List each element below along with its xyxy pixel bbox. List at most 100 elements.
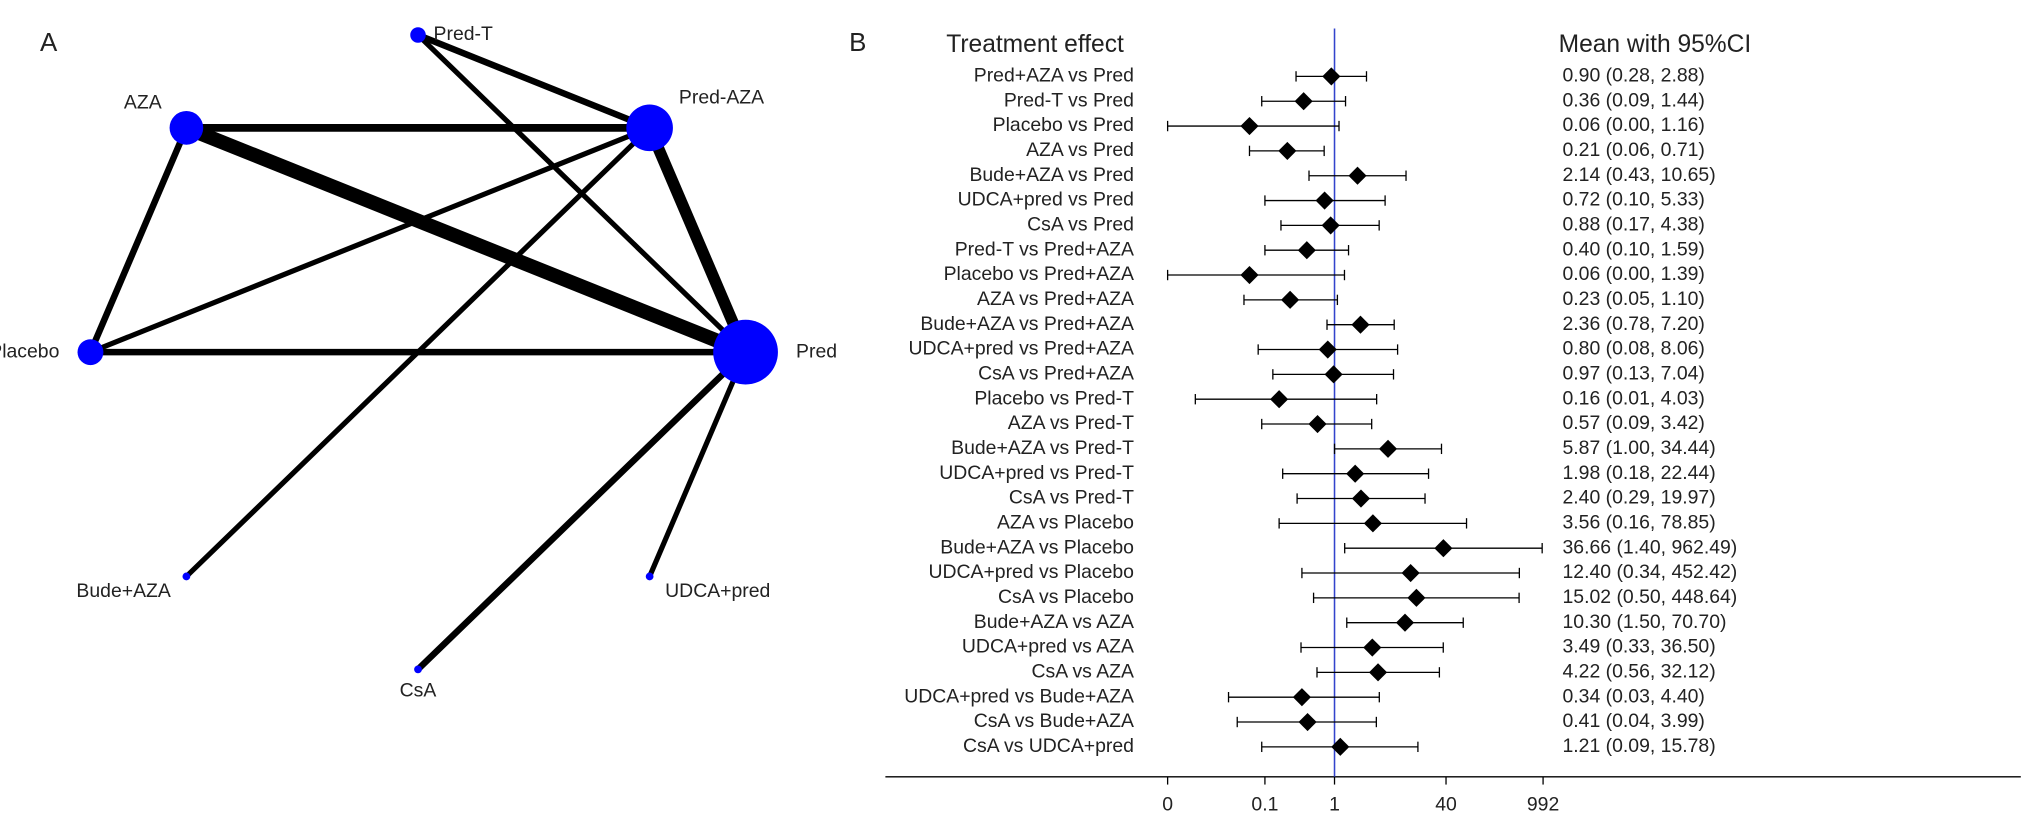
row-label: Placebo vs Pred+AZA xyxy=(944,263,1134,285)
x-tick-label: 1 xyxy=(1329,793,1340,815)
estimate-diamond xyxy=(1278,141,1297,160)
x-tick-label: 992 xyxy=(1527,793,1559,815)
value-label: 0.90 (0.28, 2.88) xyxy=(1562,65,1704,87)
row-label: UDCA+pred vs Pred xyxy=(958,189,1134,211)
node-label: Placebo xyxy=(0,340,59,362)
row-label: CsA vs Pred-T xyxy=(1009,487,1134,509)
estimate-diamond xyxy=(1331,737,1350,756)
row-label: Placebo vs Pred xyxy=(993,114,1134,136)
panel-label: B xyxy=(849,29,866,57)
estimate-diamond xyxy=(1368,663,1388,682)
node xyxy=(77,339,104,366)
row-label: CsA vs UDCA+pred xyxy=(963,735,1134,757)
estimate-diamond xyxy=(1395,613,1415,632)
value-label: 0.97 (0.13, 7.04) xyxy=(1562,362,1704,384)
value-label: 2.40 (0.29, 19.97) xyxy=(1562,487,1715,509)
value-label: 2.14 (0.43, 10.65) xyxy=(1562,164,1715,186)
value-label: 1.21 (0.09, 15.78) xyxy=(1562,735,1715,757)
value-label: 0.40 (0.10, 1.59) xyxy=(1562,238,1704,260)
value-label: 0.06 (0.00, 1.39) xyxy=(1562,263,1704,285)
node-label: UDCA+pred xyxy=(665,580,770,602)
node xyxy=(713,319,778,385)
row-label: Pred-T vs Pred xyxy=(1004,89,1134,111)
node xyxy=(410,27,426,43)
x-tick-label: 0.1 xyxy=(1251,793,1278,815)
column-header: Mean with 95%CI xyxy=(1559,31,1752,58)
column-header: Treatment effect xyxy=(946,31,1124,58)
row-label: CsA vs AZA xyxy=(1032,660,1135,682)
row-label: UDCA+pred vs Bude+AZA xyxy=(904,685,1134,707)
estimate-diamond xyxy=(1407,588,1426,607)
value-label: 0.16 (0.01, 4.03) xyxy=(1562,387,1704,409)
edge xyxy=(183,121,749,359)
value-label: 0.57 (0.09, 3.42) xyxy=(1562,412,1704,434)
value-label: 36.66 (1.40, 962.49) xyxy=(1562,536,1737,558)
value-label: 10.30 (1.50, 70.70) xyxy=(1562,611,1726,633)
node-label: Pred-AZA xyxy=(679,87,764,109)
edge xyxy=(644,125,751,355)
estimate-diamond xyxy=(1378,439,1398,458)
x-tick-label: 0 xyxy=(1162,793,1173,815)
estimate-diamond xyxy=(1240,116,1259,136)
value-label: 2.36 (0.78, 7.20) xyxy=(1562,313,1704,335)
value-label: 12.40 (0.34, 452.42) xyxy=(1562,561,1737,583)
row-label: Bude+AZA vs Pred+AZA xyxy=(920,313,1134,335)
row-label: CsA vs Bude+AZA xyxy=(974,710,1134,732)
row-label: UDCA+pred vs Placebo xyxy=(928,561,1133,583)
value-label: 0.23 (0.05, 1.10) xyxy=(1562,288,1704,310)
row-label: CsA vs Placebo xyxy=(998,586,1134,608)
value-label: 0.06 (0.00, 1.16) xyxy=(1562,114,1704,136)
row-label: CsA vs Pred xyxy=(1027,214,1134,236)
value-label: 3.49 (0.33, 36.50) xyxy=(1562,636,1715,658)
row-label: Bude+AZA vs Pred xyxy=(969,164,1134,186)
estimate-diamond xyxy=(1348,166,1367,185)
value-label: 4.22 (0.56, 32.12) xyxy=(1562,660,1715,682)
value-label: 15.02 (0.50, 448.64) xyxy=(1562,586,1737,608)
edge xyxy=(87,126,190,354)
estimate-diamond xyxy=(1240,265,1259,285)
row-label: CsA vs Pred+AZA xyxy=(978,362,1134,384)
estimate-diamond xyxy=(1315,191,1334,210)
row-label: AZA vs Pred xyxy=(1026,139,1134,161)
node xyxy=(645,572,654,581)
value-label: 5.87 (1.00, 34.44) xyxy=(1562,437,1715,459)
value-label: 1.98 (0.18, 22.44) xyxy=(1562,462,1715,484)
estimate-diamond xyxy=(1318,340,1337,359)
estimate-diamond xyxy=(1321,216,1340,235)
estimate-diamond xyxy=(1308,414,1327,434)
row-label: Placebo vs Pred-T xyxy=(974,387,1134,409)
panel-label: A xyxy=(40,29,58,57)
network: Pred-T Pred-AZA Pred UDCA+pred CsA Bude+AZA Pl… xyxy=(0,23,837,701)
x-tick-label: 40 xyxy=(1435,793,1457,815)
row-label: AZA vs Pred+AZA xyxy=(977,288,1134,310)
node xyxy=(414,665,422,674)
row-label: UDCA+pred vs AZA xyxy=(962,636,1134,658)
edge xyxy=(647,351,748,578)
edge xyxy=(184,126,652,579)
forest-plot: 0 0.1 1 40 992 Pred+AZA vs Pred 0.90 (0.28, 2.… xyxy=(904,28,1737,815)
node-label: CsA xyxy=(400,679,437,701)
estimate-diamond xyxy=(1322,67,1341,86)
edge xyxy=(89,125,651,355)
row-label: Bude+AZA vs Placebo xyxy=(940,536,1134,558)
row-label: UDCA+pred vs Pred-T xyxy=(939,462,1134,484)
estimate-diamond xyxy=(1434,539,1453,558)
value-label: 0.36 (0.09, 1.44) xyxy=(1562,89,1704,111)
row-label: AZA vs Pred-T xyxy=(1008,412,1134,434)
edge xyxy=(415,349,748,672)
estimate-diamond xyxy=(1363,514,1382,533)
node-label: AZA xyxy=(124,91,162,113)
estimate-diamond xyxy=(1346,464,1365,483)
estimate-diamond xyxy=(1281,290,1300,309)
value-label: 0.21 (0.06, 0.71) xyxy=(1562,139,1704,161)
value-label: 3.56 (0.16, 78.85) xyxy=(1562,511,1715,533)
estimate-diamond xyxy=(1294,92,1313,111)
estimate-diamond xyxy=(1270,390,1289,409)
estimate-diamond xyxy=(1292,688,1311,707)
row-label: Pred+AZA vs Pred xyxy=(974,65,1134,87)
row-label: UDCA+pred vs Pred+AZA xyxy=(909,338,1134,360)
estimate-diamond xyxy=(1324,365,1343,384)
row-label: Bude+AZA vs Pred-T xyxy=(951,437,1134,459)
